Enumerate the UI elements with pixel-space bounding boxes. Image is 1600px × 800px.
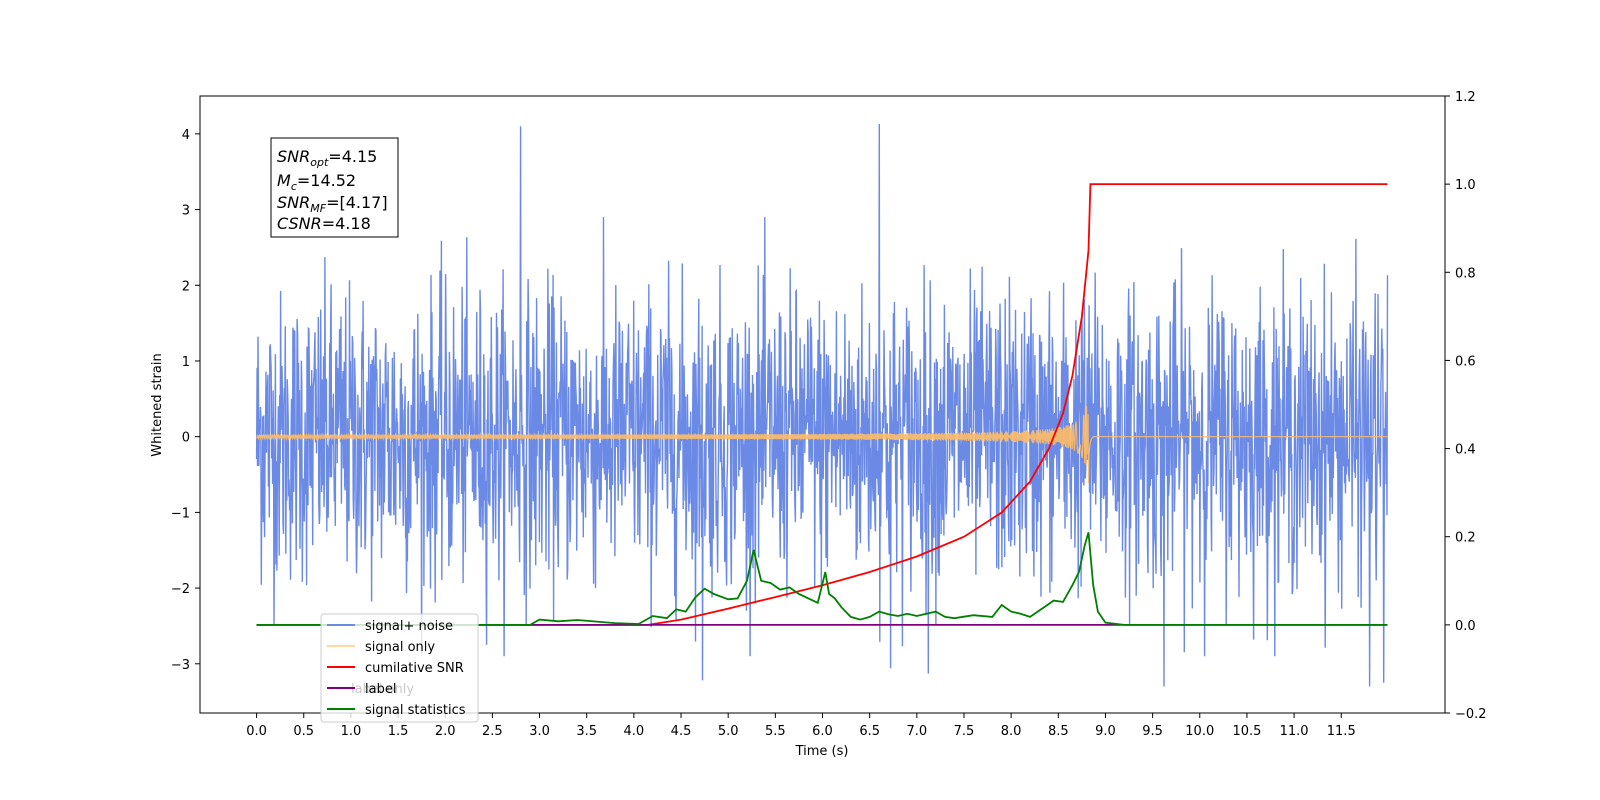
y-axis-label: Whitened strain xyxy=(150,353,165,456)
y-axis-left: −3 −2 −1 0 1 2 3 4 xyxy=(171,128,200,673)
x-tick-label: 0.5 xyxy=(293,724,314,739)
x-tick-label: 6.5 xyxy=(859,724,880,739)
series-signal-noise xyxy=(255,123,1389,687)
x-tick-label: 5.0 xyxy=(718,724,739,739)
y2-tick-label: 0.2 xyxy=(1455,531,1476,546)
snr-opt-annotation: SNRopt=4.15 xyxy=(277,147,377,169)
x-tick-label: 1.5 xyxy=(388,724,409,739)
snr-mf-annotation: SNRMF=[4.17] xyxy=(277,193,388,215)
x-axis: 0.0 0.5 1.0 1.5 2.0 2.5 3.0 3.5 4.0 4.5 5.0 5.5 6.0 6… xyxy=(246,713,1356,739)
legend-label: signal+ noise xyxy=(365,619,453,634)
y2-tick-label: 0.6 xyxy=(1455,354,1476,369)
y-tick-label: 4 xyxy=(182,128,190,143)
x-tick-label: 4.5 xyxy=(671,724,692,739)
y-tick-label: −2 xyxy=(171,582,190,597)
y-tick-label: 1 xyxy=(182,355,190,370)
x-tick-label: 8.5 xyxy=(1048,724,1069,739)
y-tick-label: −1 xyxy=(171,506,190,521)
y2-tick-label: 0.8 xyxy=(1455,266,1476,281)
legend-label: label xyxy=(365,682,396,697)
x-tick-label: 1.0 xyxy=(341,724,362,739)
series-signal-statistics xyxy=(256,532,1388,626)
x-axis-label: Time (s) xyxy=(795,744,849,759)
legend-label: cumilative SNR xyxy=(365,661,464,676)
x-tick-label: 3.5 xyxy=(576,724,597,739)
y-tick-label: 3 xyxy=(182,204,190,219)
legend: label only signal+ noise signal only cumil… xyxy=(320,613,479,723)
x-tick-label: 10.0 xyxy=(1185,724,1214,739)
x-tick-label: 0.0 xyxy=(246,724,267,739)
x-tick-label: 9.5 xyxy=(1142,724,1163,739)
y-axis-right: −0.2 0.0 0.2 0.4 0.6 0.8 1.0 1.2 xyxy=(1445,90,1487,722)
x-tick-label: 9.0 xyxy=(1095,724,1116,739)
x-tick-label: 8.0 xyxy=(1001,724,1022,739)
y2-tick-label: 0.0 xyxy=(1455,619,1476,634)
x-tick-label: 11.5 xyxy=(1327,724,1356,739)
y2-tick-label: 1.2 xyxy=(1455,90,1476,105)
y-tick-label: −3 xyxy=(171,658,190,673)
legend-label: signal only xyxy=(365,640,435,655)
x-tick-label: 5.5 xyxy=(765,724,786,739)
x-tick-label: 4.0 xyxy=(624,724,645,739)
y-tick-label: 0 xyxy=(182,431,190,446)
y-tick-label: 2 xyxy=(182,279,190,294)
y2-tick-label: 1.0 xyxy=(1455,178,1476,193)
x-tick-label: 2.5 xyxy=(482,724,503,739)
snr-annotation-box: SNRopt=4.15 Mc=14.52 SNRMF=[4.17] CSNR=4… xyxy=(270,137,399,238)
y2-tick-label: 0.4 xyxy=(1455,443,1476,458)
csnr-annotation: CSNR=4.18 xyxy=(277,214,371,233)
x-tick-label: 7.5 xyxy=(954,724,975,739)
x-tick-label: 3.0 xyxy=(529,724,550,739)
legend-overlap-text: label only xyxy=(351,682,414,697)
y2-tick-label: −0.2 xyxy=(1455,707,1487,722)
legend-label: signal statistics xyxy=(365,703,466,718)
mc-annotation: Mc=14.52 xyxy=(277,171,356,193)
x-tick-label: 2.0 xyxy=(435,724,456,739)
x-tick-label: 11.0 xyxy=(1280,724,1309,739)
x-tick-label: 10.5 xyxy=(1232,724,1261,739)
x-tick-label: 6.0 xyxy=(812,724,833,739)
series-signal-only xyxy=(256,406,1388,483)
series-cumilative-snr xyxy=(256,183,1388,626)
x-tick-label: 7.0 xyxy=(906,724,927,739)
